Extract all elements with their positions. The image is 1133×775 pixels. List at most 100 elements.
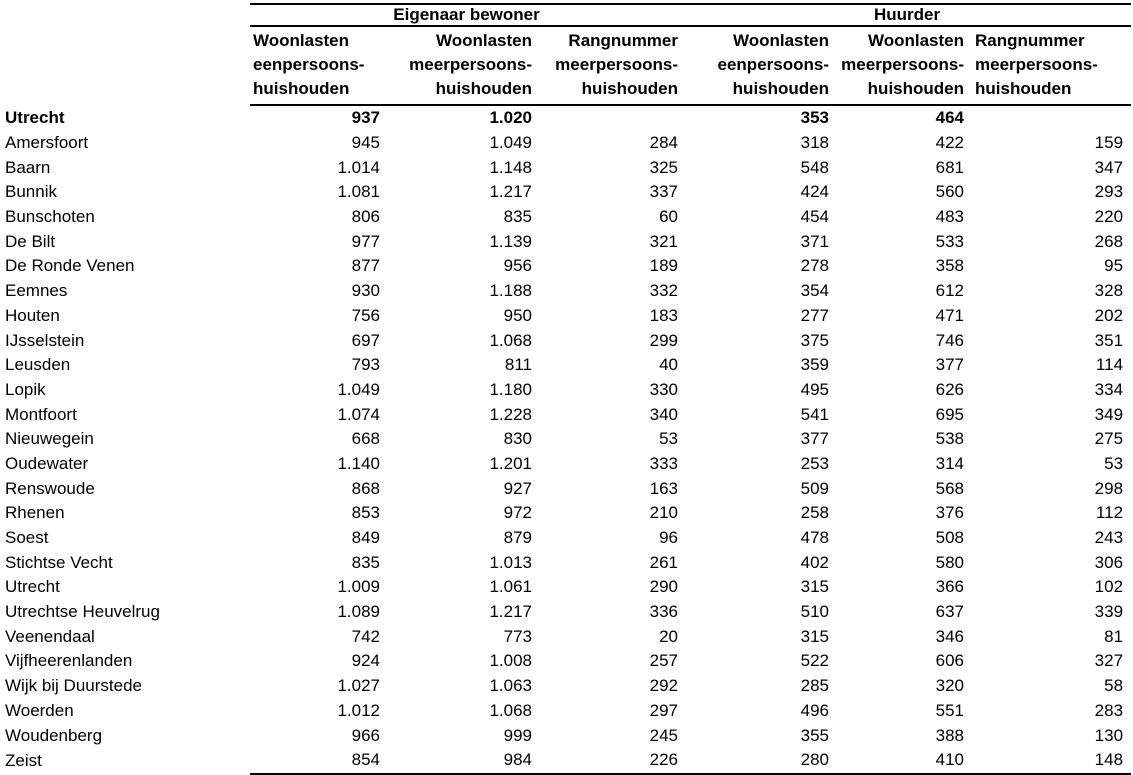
column-header-renter-multi-household: Woonlasten meerpersoons- huishouden: [834, 26, 969, 106]
table-row: Bunschoten 806 835 60 454 483 220: [0, 205, 1131, 230]
column-header-owner-multi-household: Woonlasten meerpersoons- huishouden: [385, 26, 537, 106]
value-cell: 1.049: [337, 379, 380, 399]
municipality-name: Wijk bij Duurstede: [5, 676, 142, 696]
value-cell: [969, 105, 1131, 131]
value-cell: 261: [649, 552, 678, 572]
value-cell: 984: [385, 747, 537, 775]
value-cell: 853: [351, 503, 380, 523]
municipality-name: Woudenberg: [5, 725, 103, 745]
table-row: Rhenen 853 972 210 258 376 112: [0, 501, 1131, 526]
value-cell: 945: [351, 133, 380, 153]
value-cell: 742: [351, 626, 380, 646]
table-row: Utrecht 1.009 1.061 290 315 366 102: [0, 575, 1131, 600]
table-row: Vijfheerenlanden 924 1.008 257 522 606 327: [0, 649, 1131, 674]
table-row: Wijk bij Duurstede 1.027 1.063 292 285 320 58: [0, 674, 1131, 699]
value-cell: 96: [659, 528, 678, 548]
municipality-name: Bunnik: [5, 182, 57, 202]
value-cell: 868: [351, 478, 380, 498]
value-cell: 333: [649, 453, 678, 473]
value-cell: 280: [683, 747, 834, 775]
value-cell: 510: [800, 602, 829, 622]
municipality-name: Montfoort: [5, 404, 77, 424]
value-cell: 258: [800, 503, 829, 523]
value-cell: 95: [1104, 256, 1124, 276]
value-cell: 806: [351, 207, 380, 227]
value-cell: 830: [503, 429, 532, 449]
value-cell: 999: [503, 725, 532, 745]
value-cell: 183: [649, 305, 678, 325]
table-body: Utrecht 937 1.020 353 464 Amersfoort 945 1.049 2…: [0, 105, 1132, 775]
value-cell: 243: [1094, 528, 1124, 548]
value-cell: 377: [800, 429, 829, 449]
table-row: Veenendaal 742 773 20 315 346 81: [0, 624, 1131, 649]
value-cell: 257: [649, 651, 678, 671]
value-cell: 81: [1104, 626, 1124, 646]
value-cell: 849: [351, 528, 380, 548]
value-cell: 1.089: [337, 602, 380, 622]
table-row: Utrecht 937 1.020 353 464: [0, 105, 1131, 131]
value-cell: 508: [935, 528, 964, 548]
value-cell: 283: [1094, 700, 1124, 720]
value-cell: 290: [649, 577, 678, 597]
value-cell: 402: [800, 552, 829, 572]
woonlasten-table: Eigenaar bewoner Huurder Woonlasten eenp…: [0, 3, 1132, 775]
value-cell: 1.201: [489, 453, 532, 473]
value-cell: 353: [800, 108, 829, 128]
value-cell: 533: [935, 231, 964, 251]
value-cell: 541: [800, 404, 829, 424]
table-row: Houten 756 950 183 277 471 202: [0, 304, 1131, 329]
value-cell: 877: [351, 256, 380, 276]
group-header-row: Eigenaar bewoner Huurder: [0, 3, 1132, 27]
table-row: Zeist 854 984 226 280 410 148: [0, 747, 1132, 775]
value-cell: 612: [935, 281, 964, 301]
municipality-name: Utrechtse Heuvelrug: [5, 602, 160, 622]
value-cell: 695: [935, 404, 964, 424]
table-row: Woerden 1.012 1.068 297 496 551 283: [0, 699, 1131, 724]
value-cell: [537, 105, 683, 131]
municipality-name: De Ronde Venen: [5, 256, 135, 276]
municipality-name: Leusden: [5, 355, 71, 375]
value-cell: 210: [649, 503, 678, 523]
value-cell: 277: [800, 305, 829, 325]
value-cell: 1.217: [489, 182, 532, 202]
value-cell: 464: [935, 108, 964, 128]
value-cell: 1.081: [337, 182, 380, 202]
value-cell: 354: [800, 281, 829, 301]
value-cell: 159: [1094, 133, 1124, 153]
value-cell: 1.140: [337, 453, 380, 473]
value-cell: 371: [800, 231, 829, 251]
value-cell: 351: [1094, 330, 1124, 350]
value-cell: 349: [1094, 404, 1124, 424]
municipality-name: De Bilt: [5, 231, 56, 251]
value-cell: 1.074: [337, 404, 380, 424]
municipality-name: Utrecht: [5, 577, 60, 597]
value-cell: 966: [351, 725, 380, 745]
value-cell: 956: [503, 256, 532, 276]
value-cell: 189: [649, 256, 678, 276]
table-row: Woudenberg 966 999 245 355 388 130: [0, 723, 1131, 748]
value-cell: 1.013: [489, 552, 532, 572]
value-cell: 375: [800, 330, 829, 350]
value-cell: 1.027: [337, 676, 380, 696]
value-cell: 347: [1094, 157, 1124, 177]
value-cell: 835: [351, 552, 380, 572]
table-row: IJsselstein 697 1.068 299 375 746 351: [0, 328, 1131, 353]
column-header-row: Woonlasten eenpersoons- huishouden Woonl…: [0, 26, 1132, 106]
table-row: Oudewater 1.140 1.201 333 253 314 53: [0, 452, 1131, 477]
value-cell: 1.061: [489, 577, 532, 597]
table-row: Soest 849 879 96 478 508 243: [0, 526, 1131, 551]
value-cell: 756: [351, 305, 380, 325]
municipality-name: Stichtse Vecht: [5, 552, 113, 572]
municipality-name: Woerden: [5, 700, 74, 720]
value-cell: 538: [935, 429, 964, 449]
value-cell: 548: [800, 157, 829, 177]
table-row: Bunnik 1.081 1.217 337 424 560 293: [0, 180, 1131, 205]
value-cell: 325: [649, 157, 678, 177]
municipality-name: IJsselstein: [5, 330, 85, 350]
value-cell: 509: [800, 478, 829, 498]
value-cell: 835: [503, 207, 532, 227]
value-cell: 314: [935, 453, 964, 473]
value-cell: 359: [800, 355, 829, 375]
value-cell: 1.217: [489, 602, 532, 622]
value-cell: 568: [935, 478, 964, 498]
